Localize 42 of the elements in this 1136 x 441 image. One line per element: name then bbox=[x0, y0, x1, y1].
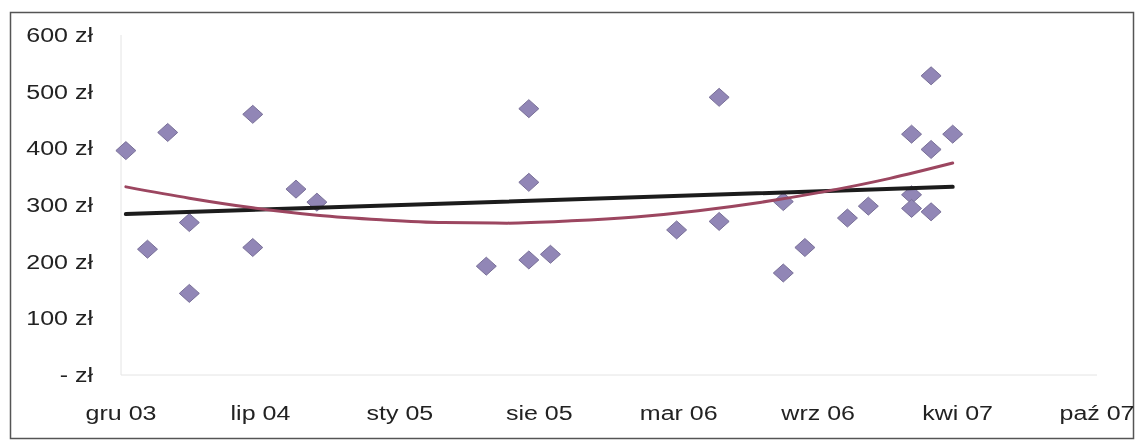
x-tick-label: lip 04 bbox=[230, 402, 291, 425]
point bbox=[920, 66, 942, 86]
point bbox=[285, 179, 307, 199]
x-tick-label: wrz 06 bbox=[780, 402, 855, 425]
point bbox=[794, 238, 816, 257]
point bbox=[157, 122, 179, 142]
point bbox=[708, 211, 730, 231]
point bbox=[772, 263, 794, 283]
point bbox=[942, 124, 964, 144]
point bbox=[901, 124, 923, 144]
point bbox=[115, 141, 137, 161]
x-tick-label: kwi 07 bbox=[922, 402, 993, 425]
point bbox=[136, 239, 158, 259]
point bbox=[178, 283, 200, 303]
y-tick-label: 300 zł bbox=[26, 194, 93, 217]
point bbox=[518, 250, 540, 270]
point bbox=[920, 202, 942, 222]
point bbox=[920, 139, 942, 159]
y-tick-label: 100 zł bbox=[26, 307, 93, 330]
point bbox=[518, 172, 540, 192]
point bbox=[901, 198, 923, 218]
point bbox=[857, 196, 879, 216]
point bbox=[708, 87, 730, 107]
x-tick-label: paź 07 bbox=[1059, 402, 1135, 425]
point bbox=[539, 244, 561, 264]
point bbox=[178, 213, 200, 233]
x-tick-label: sie 05 bbox=[505, 402, 573, 425]
y-tick-label: 400 zł bbox=[26, 137, 93, 160]
point bbox=[242, 104, 264, 124]
x-tick-label: mar 06 bbox=[639, 402, 718, 425]
point bbox=[475, 256, 497, 276]
line-series bbox=[124, 161, 955, 225]
point bbox=[518, 99, 540, 119]
point bbox=[666, 220, 688, 240]
y-tick-label: 600 zł bbox=[26, 24, 93, 47]
x-tick-label: gru 03 bbox=[85, 402, 157, 425]
y-tick-label: 200 zł bbox=[26, 250, 93, 274]
y-tick-label: 500 zł bbox=[26, 80, 93, 104]
y-tick-label: - zł bbox=[59, 364, 93, 387]
point bbox=[836, 208, 858, 228]
point bbox=[242, 238, 264, 257]
x-tick-label: sty 05 bbox=[366, 402, 434, 425]
